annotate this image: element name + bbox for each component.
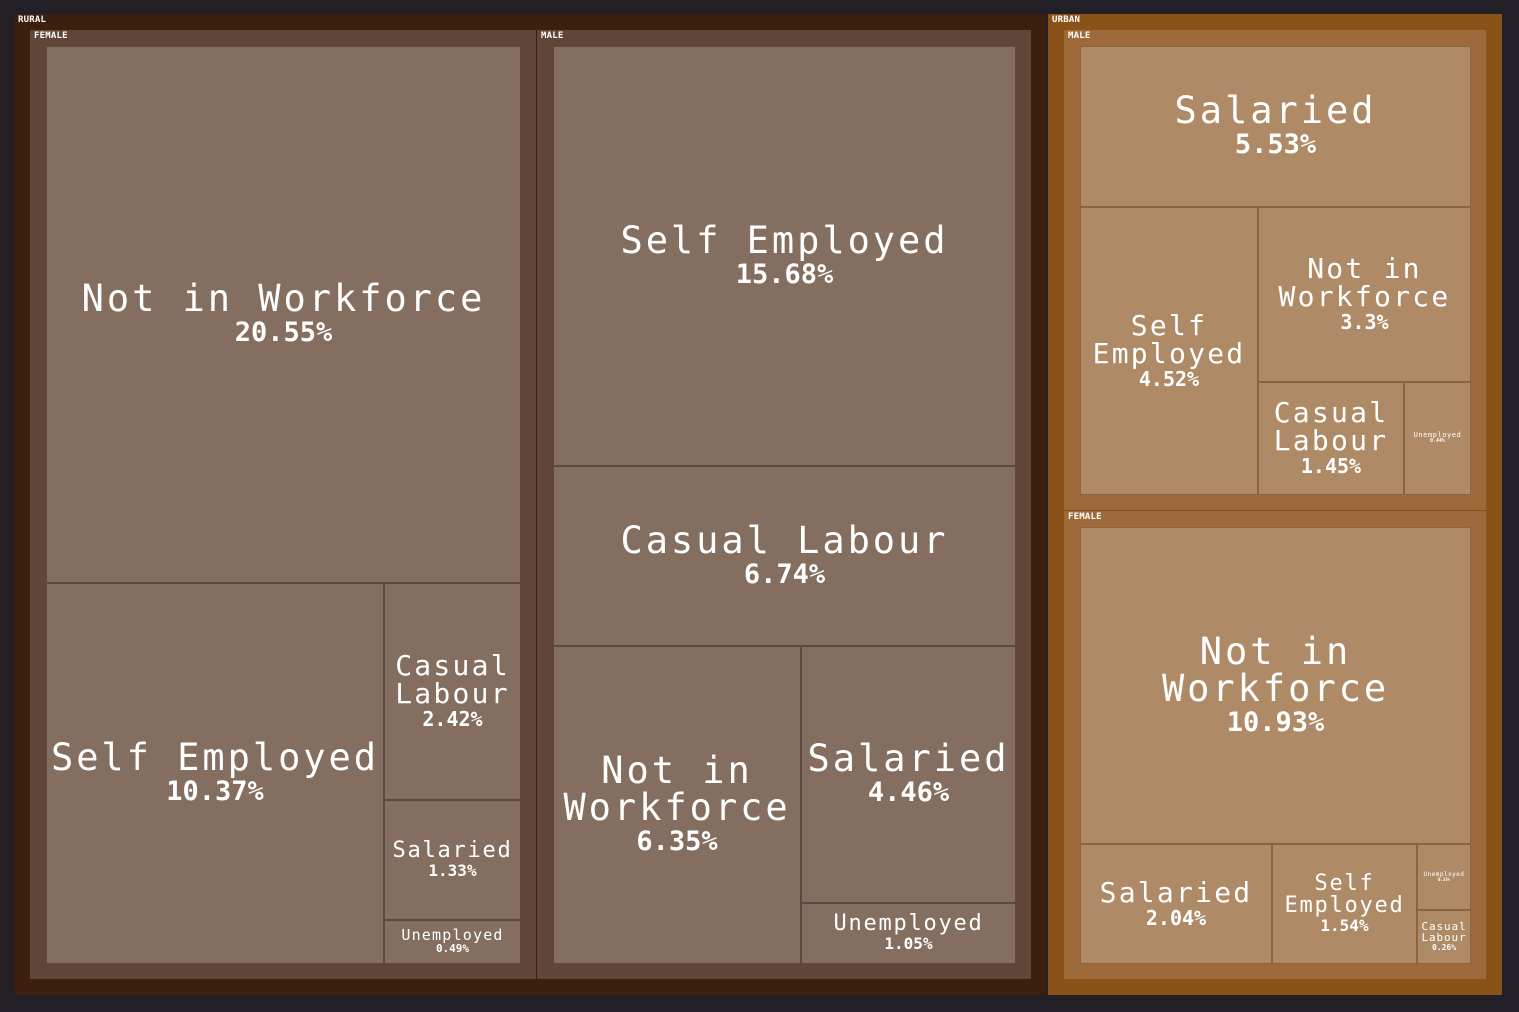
cell-value-label: 15.68% (735, 258, 834, 290)
group-label: RURAL (18, 15, 47, 25)
cell-label-group: Salaried 5.53% (1081, 47, 1470, 206)
treemap-cell-urban-female-not-in-workforce[interactable]: Not in Workforce 10.93% (1080, 527, 1471, 844)
treemap-cell-urban-female-salaried[interactable]: Salaried 2.04% (1080, 844, 1272, 964)
cell-label-group: Unemployed 0.44% (1405, 383, 1470, 494)
cell-label-group: Not in Workforce 20.55% (47, 47, 520, 582)
cell-label-group: Not in Workforce 10.93% (1081, 528, 1470, 843)
treemap-cell-urban-male-self-employed[interactable]: Self Employed 4.52% (1080, 207, 1258, 495)
cell-value-label: 1.33% (428, 860, 477, 880)
cell-name-label: Unemployed (401, 926, 504, 945)
cell-label-group: Not in Workforce 6.35% (554, 647, 800, 963)
treemap-cell-urban-female-self-employed[interactable]: Self Employed 1.54% (1272, 844, 1417, 964)
treemap-cell-rural-male-not-in-workforce[interactable]: Not in Workforce 6.35% (553, 646, 801, 964)
treemap-cell-rural-female-casual-labour[interactable]: Casual Labour 2.42% (384, 583, 521, 800)
treemap-cell-rural-male-casual-labour[interactable]: Casual Labour 6.74% (553, 466, 1016, 646)
group-label: URBAN (1052, 15, 1081, 25)
cell-label-group: Self Employed 10.37% (47, 584, 383, 963)
treemap-cell-rural-female-unemployed[interactable]: Unemployed 0.49% (384, 920, 521, 964)
cell-name-label: Casual Labour (1273, 396, 1389, 457)
cell-name-label: Unemployed (1413, 431, 1462, 440)
treemap-cell-rural-male-salaried[interactable]: Salaried 4.46% (801, 646, 1016, 903)
cell-name-label: Casual Labour (620, 518, 949, 562)
subgroup-label: FEMALE (1068, 512, 1102, 522)
cell-name-label: Not in Workforce (1278, 252, 1451, 313)
cell-label-group: Self Employed 15.68% (554, 47, 1015, 465)
cell-name-label: Unemployed (833, 911, 984, 937)
cell-label-group: Salaried 2.04% (1081, 845, 1271, 963)
cell-label-group: Not in Workforce 3.3% (1259, 208, 1470, 381)
cell-value-label: 6.74% (743, 558, 826, 590)
cell-label-group: Self Employed 4.52% (1081, 208, 1257, 494)
cell-label-group: Casual Labour 0.26% (1418, 911, 1470, 963)
cell-label-group: Casual Labour 1.45% (1259, 383, 1403, 494)
cell-label-group: Salaried 1.33% (385, 801, 520, 919)
subgroup-label: MALE (1068, 31, 1091, 41)
cell-label-group: Unemployed 0.33% (1418, 845, 1470, 909)
treemap-cell-rural-female-self-employed[interactable]: Self Employed 10.37% (46, 583, 384, 964)
cell-label-group: Casual Labour 6.74% (554, 467, 1015, 645)
cell-value-label: 4.46% (867, 777, 950, 809)
cell-value-label: 0.33% (1437, 876, 1451, 882)
cell-label-group: Unemployed 1.05% (802, 904, 1015, 963)
cell-value-label: 2.42% (422, 707, 483, 731)
cell-label-group: Salaried 4.46% (802, 647, 1015, 902)
treemap-cell-urban-male-casual-labour[interactable]: Casual Labour 1.45% (1258, 382, 1404, 495)
cell-label-group: Self Employed 1.54% (1273, 845, 1416, 963)
subgroup-label: FEMALE (34, 31, 68, 41)
cell-name-label: Salaried (392, 837, 513, 863)
treemap-cell-urban-male-unemployed[interactable]: Unemployed 0.44% (1404, 382, 1471, 495)
cell-value-label: 1.54% (1320, 915, 1369, 935)
cell-name-label: Not in Workforce (81, 277, 486, 321)
cell-value-label: 0.26% (1431, 943, 1457, 953)
cell-value-label: 10.37% (166, 776, 264, 808)
cell-label-group: Unemployed 0.49% (385, 921, 520, 963)
treemap-cell-rural-female-not-in-workforce[interactable]: Not in Workforce 20.55% (46, 46, 521, 583)
cell-value-label: 1.45% (1300, 454, 1362, 478)
cell-value-label: 4.52% (1138, 366, 1200, 391)
treemap-cell-urban-female-casual-labour[interactable]: Casual Labour 0.26% (1417, 910, 1471, 964)
cell-name-label: Not in Workforce (1161, 629, 1390, 710)
treemap-cell-rural-male-unemployed[interactable]: Unemployed 1.05% (801, 903, 1016, 964)
treemap-cell-urban-male-salaried[interactable]: Salaried 5.53% (1080, 46, 1471, 207)
cell-value-label: 0.44% (1429, 438, 1446, 445)
cell-value-label: 6.35% (636, 826, 718, 858)
cell-name-label: Unemployed (1423, 870, 1465, 878)
cell-value-label: 20.55% (234, 317, 333, 349)
cell-value-label: 0.49% (435, 942, 470, 956)
cell-value-label: 3.3% (1340, 310, 1389, 334)
cell-name-label: Salaried (1174, 89, 1377, 133)
cell-name-label: Not in Workforce (563, 749, 791, 830)
treemap-cell-rural-female-salaried[interactable]: Salaried 1.33% (384, 800, 521, 920)
cell-name-label: Self Employed (1284, 870, 1405, 918)
cell-name-label: Self Employed (620, 218, 949, 262)
treemap-cell-urban-female-unemployed[interactable]: Unemployed 0.33% (1417, 844, 1471, 910)
cell-name-label: Self Employed (50, 736, 380, 780)
cell-value-label: 5.53% (1234, 129, 1317, 161)
subgroup-label: MALE (541, 31, 564, 41)
cell-name-label: Casual Labour (395, 649, 510, 710)
cell-name-label: Casual Labour (1421, 920, 1467, 945)
treemap-cell-urban-male-not-in-workforce[interactable]: Not in Workforce 3.3% (1258, 207, 1471, 382)
cell-value-label: 10.93% (1226, 706, 1325, 738)
cell-value-label: 2.04% (1145, 905, 1207, 930)
cell-value-label: 1.05% (884, 934, 933, 954)
treemap-cell-rural-male-self-employed[interactable]: Self Employed 15.68% (553, 46, 1016, 466)
cell-label-group: Casual Labour 2.42% (385, 584, 520, 799)
cell-name-label: Salaried (1099, 875, 1253, 909)
cell-name-label: Salaried (807, 737, 1010, 781)
cell-name-label: Self Employed (1092, 308, 1246, 370)
